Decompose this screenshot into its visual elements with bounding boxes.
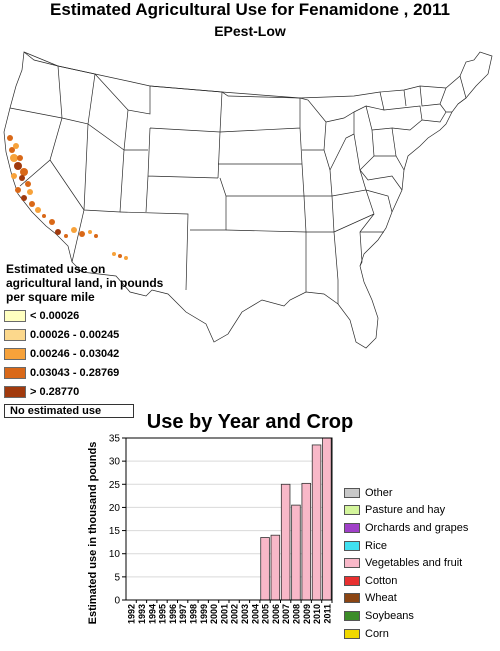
crop-legend-rice: Rice bbox=[344, 537, 468, 555]
legend-swatch bbox=[4, 309, 26, 322]
legend-label: Soybeans bbox=[365, 609, 414, 622]
crop-legend-corn: Corn bbox=[344, 625, 468, 643]
legend-swatch bbox=[344, 487, 360, 498]
bar-2008 bbox=[291, 504, 301, 601]
x-tick-label: 2009 bbox=[302, 604, 312, 624]
x-tick-label: 2003 bbox=[240, 604, 250, 624]
legend-label: Other bbox=[365, 486, 393, 499]
crop-legend-orchards: Orchards and grapes bbox=[344, 519, 468, 537]
legend-swatch bbox=[344, 575, 360, 586]
bar-2005 bbox=[260, 537, 270, 601]
x-tick-label: 2010 bbox=[312, 604, 322, 624]
map-legend-title: Estimated use on agricultural land, in p… bbox=[6, 262, 164, 304]
legend-class-5: > 0.28770 bbox=[4, 383, 119, 400]
legend-label: > 0.28770 bbox=[30, 385, 80, 398]
legend-swatch bbox=[4, 385, 26, 398]
crop-legend-wheat: Wheat bbox=[344, 590, 468, 608]
bar-2011 bbox=[322, 437, 332, 601]
crop-legend-cotton: Cotton bbox=[344, 572, 468, 590]
legend-swatch bbox=[344, 522, 360, 533]
chart-axes bbox=[122, 437, 333, 603]
legend-label: Vegetables and fruit bbox=[365, 557, 463, 570]
crop-legend: Other Pasture and hay Orchards and grape… bbox=[344, 484, 468, 642]
y-tick-label: 5 bbox=[114, 572, 120, 583]
x-tick-label: 1995 bbox=[158, 604, 168, 624]
legend-swatch bbox=[4, 403, 134, 418]
x-tick-label: 2008 bbox=[291, 604, 301, 624]
bar-2009 bbox=[301, 482, 311, 601]
use-overlay bbox=[7, 135, 128, 260]
legend-label: < 0.00026 bbox=[30, 309, 80, 322]
y-tick-label: 20 bbox=[109, 503, 121, 514]
y-tick-label: 30 bbox=[109, 457, 121, 468]
x-tick-label: 2001 bbox=[219, 604, 229, 624]
legend-swatch bbox=[344, 558, 360, 569]
legend-label: No estimated use bbox=[10, 404, 102, 417]
x-tick-label: 1993 bbox=[137, 604, 147, 624]
legend-swatch bbox=[344, 540, 360, 551]
x-tick-label: 1999 bbox=[199, 604, 209, 624]
x-tick-label: 2011 bbox=[322, 604, 332, 624]
plot-frame bbox=[125, 437, 333, 601]
x-tick-labels: 1992 1993 1994 1995 1996 1997 1998 1999 2000 2001… bbox=[127, 604, 333, 624]
legend-swatch bbox=[344, 505, 360, 516]
chart-title: Use by Year and Crop bbox=[146, 411, 354, 433]
y-tick-label: 10 bbox=[109, 549, 121, 560]
legend-label: Wheat bbox=[365, 592, 397, 605]
legend-class-4: 0.03043 - 0.28769 bbox=[4, 364, 119, 381]
x-tick-label: 2000 bbox=[209, 604, 219, 624]
x-tick-label: 2007 bbox=[281, 604, 291, 624]
legend-label: Corn bbox=[365, 627, 389, 640]
y-tick-label: 15 bbox=[109, 526, 121, 537]
legend-swatch bbox=[4, 328, 26, 341]
x-tick-label: 1996 bbox=[168, 604, 178, 624]
y-tick-label: 0 bbox=[114, 596, 120, 607]
legend-swatch bbox=[344, 610, 360, 621]
legend-swatch bbox=[344, 628, 360, 639]
crop-legend-pasture: Pasture and hay bbox=[344, 502, 468, 520]
state-outlines bbox=[3, 51, 493, 349]
legend-label: Pasture and hay bbox=[365, 504, 446, 517]
crop-legend-soybeans: Soybeans bbox=[344, 607, 468, 625]
x-tick-label: 2002 bbox=[230, 604, 240, 624]
legend-swatch bbox=[344, 593, 360, 604]
y-axis-label: Estimated use in thousand pounds bbox=[87, 442, 99, 625]
legend-label: 0.00026 - 0.00245 bbox=[30, 328, 120, 341]
bar-2007 bbox=[280, 483, 291, 601]
x-tick-label: 2006 bbox=[271, 604, 281, 624]
map-title: Estimated Agricultural Use for Fenamidon… bbox=[50, 0, 450, 19]
y-tick-label: 25 bbox=[109, 480, 121, 491]
legend-label: Rice bbox=[365, 539, 388, 552]
crop-legend-other: Other bbox=[344, 484, 468, 502]
map-subtitle: EPest-Low bbox=[214, 23, 286, 39]
legend-class-3: 0.00246 - 0.03042 bbox=[4, 345, 119, 362]
crop-legend-vegetables: Vegetables and fruit bbox=[344, 554, 468, 572]
x-tick-label: 1997 bbox=[178, 604, 188, 624]
x-tick-label: 1998 bbox=[188, 604, 198, 624]
chart-bars bbox=[260, 437, 332, 601]
chart-gridlines bbox=[126, 437, 332, 578]
x-tick-label: 2004 bbox=[250, 604, 260, 624]
legend-swatch bbox=[4, 366, 26, 379]
bar-2006 bbox=[270, 534, 281, 601]
y-tick-label: 35 bbox=[109, 434, 121, 445]
map-legend: < 0.00026 0.00026 - 0.00245 0.00246 - 0.… bbox=[4, 307, 134, 421]
legend-label: 0.03043 - 0.28769 bbox=[30, 366, 120, 379]
us-county-map bbox=[3, 51, 493, 349]
legend-swatch bbox=[4, 347, 26, 360]
legend-class-2: 0.00026 - 0.00245 bbox=[4, 326, 119, 343]
legend-class-none: No estimated use bbox=[4, 402, 134, 419]
legend-label: Cotton bbox=[365, 574, 398, 587]
legend-label: Orchards and grapes bbox=[365, 521, 469, 534]
bar-2010 bbox=[311, 444, 322, 601]
y-tick-labels: 0 5 10 15 20 25 30 35 bbox=[109, 434, 121, 607]
x-tick-label: 1994 bbox=[147, 604, 157, 624]
legend-label: 0.00246 - 0.03042 bbox=[30, 347, 120, 360]
x-tick-label: 1992 bbox=[127, 604, 137, 624]
x-tick-label: 2005 bbox=[261, 604, 271, 624]
legend-class-1: < 0.00026 bbox=[4, 307, 119, 324]
